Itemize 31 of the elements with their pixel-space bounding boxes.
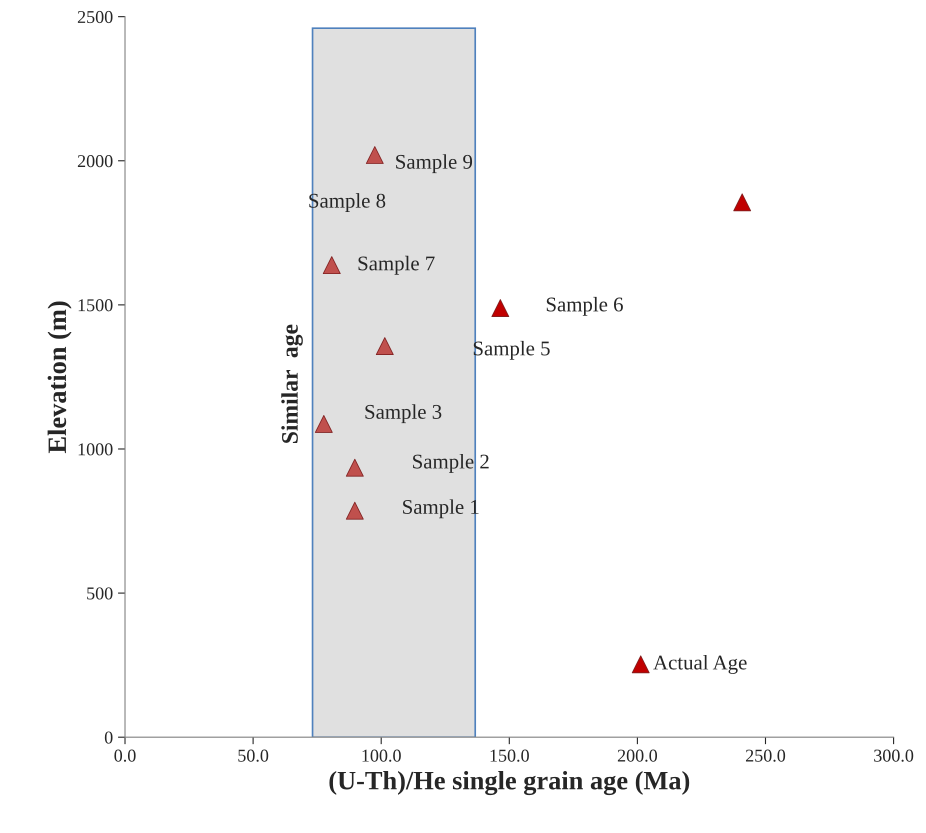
x-tick-label: 150.0: [490, 750, 529, 762]
annotation: Sample 2: [413, 454, 489, 473]
annotation: Sample 9: [396, 154, 472, 174]
point: [376, 337, 394, 356]
x-tick-label: 300.0: [874, 750, 914, 762]
band-label: Similar age: [281, 324, 303, 444]
y-tick-label: 500: [87, 587, 113, 600]
annotation: Sample 6: [546, 296, 623, 316]
x-tick-label: 250.0: [746, 750, 786, 762]
annotation: Sample 3: [365, 404, 442, 424]
y-tick-label: 1500: [78, 299, 113, 312]
y-tick-label: 1000: [78, 443, 113, 456]
annotation: Sample 7: [358, 256, 435, 275]
point: [314, 414, 333, 433]
point: [366, 146, 384, 164]
point: [322, 256, 341, 274]
annotation: Actual Age: [653, 654, 747, 674]
x-tick-label: 200.0: [618, 750, 658, 762]
x-axis-title: (U-Th)/He single grain age (Ma): [329, 770, 690, 796]
y-tick-label: 0: [104, 731, 113, 744]
point: [346, 458, 364, 477]
x-tick-label: 100.0: [362, 750, 401, 762]
y-tick-label: 2500: [78, 10, 113, 24]
y-tick-label: 2000: [78, 155, 113, 168]
point: [346, 502, 364, 520]
point: [491, 299, 510, 317]
point: [733, 193, 752, 212]
y-axis-title: Elevation (m): [48, 302, 72, 454]
x-tick-label: 50.0: [238, 750, 268, 762]
x-tick-label: 0.0: [114, 750, 136, 762]
point: [632, 655, 650, 674]
